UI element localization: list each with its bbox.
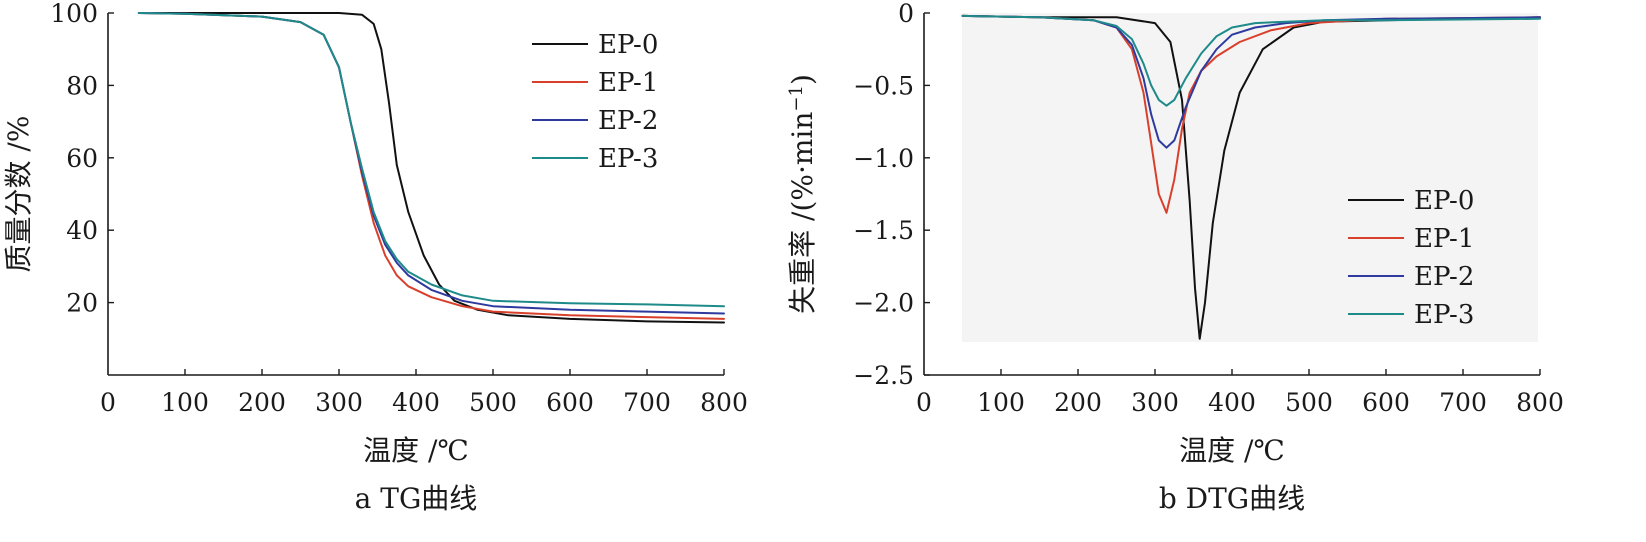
dtg-series-ep-2-line [961, 14, 1541, 149]
tg-x-tick-label: 800 [700, 388, 748, 417]
tg-legend-label-ep-1: EP-1 [598, 68, 658, 98]
tg-x-axis-title: 温度 /℃ [363, 434, 469, 467]
dtg-y-ticks: 0 −0.5 −1.0 −1.5 −2.0 −2.5 [853, 0, 930, 390]
dtg-chart: 0 100 200 300 400 500 600 700 800 0 −0.5 −1.0 −1.5 −… [786, 0, 1564, 515]
tg-x-tick-label: 500 [469, 388, 517, 417]
tg-x-ticks: 0 100 200 300 400 500 600 700 800 [100, 369, 748, 417]
tg-legend-label-ep-2: EP-2 [598, 106, 658, 136]
dtg-x-tick-label: 700 [1439, 388, 1487, 417]
dtg-caption: b DTG曲线 [1159, 482, 1305, 515]
dtg-series-group [961, 14, 1541, 340]
dtg-legend-label-ep-3: EP-3 [1414, 300, 1474, 330]
dtg-y-tick-label: −1.5 [853, 216, 914, 245]
tg-x-tick-label: 300 [315, 388, 363, 417]
dtg-x-tick-label: 0 [916, 388, 932, 417]
dtg-y-tick-label: 0 [898, 0, 914, 28]
tg-legend-label-ep-3: EP-3 [598, 144, 658, 174]
tg-chart: 0 100 200 300 400 500 600 700 800 20 40 60 80 100 质量… [2, 0, 748, 515]
dtg-legend-label-ep-1: EP-1 [1414, 224, 1474, 254]
tg-x-tick-label: 0 [100, 388, 116, 417]
dtg-y-axis-title-tail: ) [786, 74, 819, 85]
dtg-y-axis-title-main: 失重率 /(%·min [786, 112, 819, 314]
dtg-x-tick-label: 300 [1131, 388, 1179, 417]
tg-y-tick-label: 80 [66, 71, 98, 100]
tg-series-ep-0-line [153, 12, 725, 324]
tg-series-group [137, 12, 725, 324]
tg-y-tick-label: 40 [66, 216, 98, 245]
tg-y-tick-label: 100 [50, 0, 98, 28]
dtg-x-tick-label: 200 [1054, 388, 1102, 417]
tg-legend-label-ep-0: EP-0 [598, 30, 658, 60]
tg-x-tick-label: 200 [238, 388, 286, 417]
dtg-series-ep-3-line [961, 14, 1541, 107]
tg-legend: EP-0 EP-1 EP-2 EP-3 [532, 30, 658, 174]
tg-y-tick-label: 20 [66, 289, 98, 318]
dtg-plot-background [962, 13, 1538, 342]
tg-x-tick-label: 600 [546, 388, 594, 417]
tg-x-tick-label: 400 [392, 388, 440, 417]
dtg-x-axis-title: 温度 /℃ [1179, 434, 1285, 467]
tg-y-ticks: 20 40 60 80 100 [50, 0, 114, 318]
dtg-legend: EP-0 EP-1 EP-2 EP-3 [1348, 186, 1474, 330]
tg-x-tick-label: 700 [623, 388, 671, 417]
dtg-y-axis-title: 失重率 /(%·min−1) [786, 74, 819, 314]
dtg-x-tick-label: 100 [977, 388, 1025, 417]
dtg-y-tick-label: −0.5 [853, 71, 914, 100]
dtg-y-tick-label: −2.0 [853, 289, 914, 318]
dtg-x-tick-label: 600 [1362, 388, 1410, 417]
tg-y-axis-title: 质量分数 /% [2, 116, 35, 273]
dtg-y-tick-label: −1.0 [853, 144, 914, 173]
tg-x-tick-label: 100 [161, 388, 209, 417]
dtg-y-tick-label: −2.5 [853, 361, 914, 390]
dtg-y-axis-title-sup: −1 [786, 85, 807, 112]
tg-series-ep-3-line [137, 12, 725, 308]
dtg-x-tick-label: 400 [1208, 388, 1256, 417]
tg-y-tick-label: 60 [66, 144, 98, 173]
tg-plot-background [108, 13, 724, 375]
dtg-legend-label-ep-2: EP-2 [1414, 262, 1474, 292]
dtg-x-tick-label: 500 [1285, 388, 1333, 417]
dtg-x-ticks: 0 100 200 300 400 500 600 700 800 [916, 369, 1564, 417]
tg-caption: a TG曲线 [355, 482, 478, 515]
dtg-legend-label-ep-0: EP-0 [1414, 186, 1474, 216]
dtg-x-tick-label: 800 [1516, 388, 1564, 417]
